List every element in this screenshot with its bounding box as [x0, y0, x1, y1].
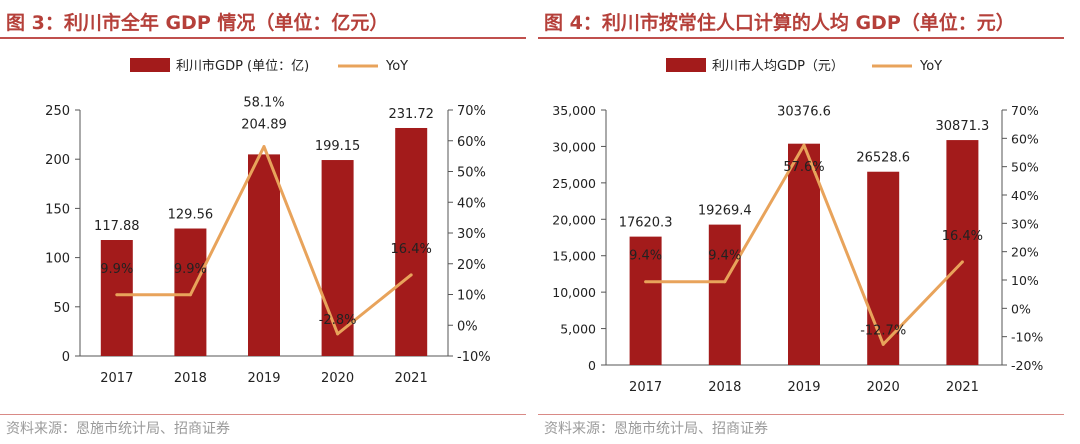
y-left-tick-label: 30,000 — [552, 139, 596, 154]
per-capita-gdp-chart: 利川市人均GDP（元） YoY 0 5,000 10,000 15,000 20,000 25… — [552, 58, 1043, 395]
yoy-value-label: 9.4% — [629, 249, 662, 264]
y-left-tick-label: 0 — [62, 350, 70, 365]
chart-panel-per-capita-gdp: 图 4：利川市按常住人口计算的人均 GDP（单位：元） 利川市人均GDP（元） Y… — [538, 0, 1066, 444]
bar — [321, 160, 354, 356]
bar — [629, 236, 662, 365]
bar-value-label: 117.88 — [94, 219, 140, 234]
y-right-tick-label: 60% — [457, 135, 486, 150]
yoy-value-label: 58.1% — [243, 96, 284, 111]
gdp-chart: 利川市GDP (单位：亿) YoY 0 50 100 150 200 250 -10% 0% 10%… — [45, 58, 491, 386]
y-right-tick-label: -10% — [457, 350, 491, 365]
yoy-point — [336, 332, 340, 336]
legend-bar-swatch — [130, 58, 170, 72]
y-left-tick-label: 10,000 — [552, 285, 596, 300]
y-right-tick-label: 10% — [1011, 273, 1039, 288]
bar — [946, 140, 979, 365]
x-tick-label: 2018 — [708, 380, 741, 395]
x-tick-label: 2019 — [247, 371, 280, 386]
yoy-value-label: 9.4% — [708, 249, 741, 264]
yoy-point — [960, 260, 964, 264]
y-right-tick-label: -10% — [1011, 330, 1043, 345]
y-right-tick-label: 20% — [457, 258, 486, 273]
y-right-tick-label: 50% — [457, 166, 486, 181]
title-rule — [0, 37, 526, 39]
x-tick-label: 2017 — [100, 371, 133, 386]
legend-line-label: YoY — [919, 59, 942, 74]
y-right-tick-label: 0% — [1011, 301, 1031, 316]
figure-title: 图 3：利川市全年 GDP 情况（单位：亿元） — [6, 12, 389, 34]
chart-panel-gdp: 图 3：利川市全年 GDP 情况（单位：亿元） 利川市GDP (单位：亿) YoY… — [0, 0, 528, 444]
yoy-value-label: -2.8% — [319, 313, 357, 328]
source-rule — [0, 414, 526, 415]
y-left-tick-label: 20,000 — [552, 212, 596, 227]
yoy-point — [409, 273, 413, 277]
yoy-point — [115, 293, 119, 297]
bar-value-label: 19269.4 — [698, 204, 752, 219]
y-right-tick-label: -20% — [1011, 358, 1043, 373]
x-tick-label: 2019 — [787, 380, 820, 395]
legend-bar-label: 利川市GDP (单位：亿) — [176, 58, 309, 74]
x-tick-label: 2017 — [629, 380, 662, 395]
y-right-tick-label: 40% — [1011, 188, 1039, 203]
legend-bar-swatch — [666, 58, 706, 72]
y-left-tick-label: 5,000 — [560, 322, 596, 337]
y-left-tick-label: 150 — [45, 202, 70, 217]
bar-value-label: 199.15 — [315, 139, 361, 154]
bar-value-label: 129.56 — [168, 208, 214, 223]
yoy-value-label: 16.4% — [391, 242, 432, 257]
legend-line-label: YoY — [385, 59, 408, 74]
yoy-point — [644, 280, 648, 284]
yoy-value-label: 57.6% — [783, 160, 824, 175]
bar-value-label: 30376.6 — [777, 105, 831, 120]
yoy-point — [262, 145, 266, 149]
y-left-tick-label: 25,000 — [552, 176, 596, 191]
y-right-tick-label: 50% — [1011, 160, 1039, 175]
y-right-tick-label: 70% — [1011, 103, 1039, 118]
x-tick-label: 2021 — [395, 371, 428, 386]
figure-title: 图 4：利川市按常住人口计算的人均 GDP（单位：元） — [544, 12, 1015, 34]
bar-value-label: 204.89 — [241, 117, 287, 132]
yoy-point — [723, 280, 727, 284]
yoy-value-label: -12.7% — [860, 323, 906, 338]
y-right-tick-label: 70% — [457, 104, 486, 119]
y-left-tick-label: 200 — [45, 153, 70, 168]
bar-value-label: 231.72 — [388, 107, 434, 122]
y-left-tick-label: 15,000 — [552, 249, 596, 264]
bar — [100, 240, 133, 356]
y-left-tick-label: 0 — [588, 358, 596, 373]
bar-value-label: 26528.6 — [856, 151, 910, 166]
source-note: 资料来源：恩施市统计局、招商证券 — [6, 421, 230, 437]
y-left-tick-label: 250 — [45, 104, 70, 119]
yoy-point — [881, 342, 885, 346]
yoy-point — [802, 143, 806, 147]
yoy-value-label: 16.4% — [942, 229, 983, 244]
source-rule — [538, 414, 1064, 415]
x-tick-label: 2020 — [867, 380, 900, 395]
y-right-tick-label: 20% — [1011, 245, 1039, 260]
yoy-value-label: 9.9% — [100, 262, 133, 277]
y-right-tick-label: 30% — [457, 227, 486, 242]
y-right-tick-label: 40% — [457, 196, 486, 211]
y-left-tick-label: 50 — [53, 301, 70, 316]
y-left-tick-label: 100 — [45, 252, 70, 267]
y-right-tick-label: 30% — [1011, 216, 1039, 231]
x-tick-label: 2018 — [174, 371, 207, 386]
title-rule — [538, 37, 1064, 39]
bar — [248, 154, 280, 356]
bar — [788, 143, 820, 365]
bar-value-label: 17620.3 — [619, 216, 673, 231]
x-tick-label: 2020 — [321, 371, 354, 386]
source-note: 资料来源：恩施市统计局、招商证券 — [544, 421, 768, 437]
yoy-value-label: 9.9% — [174, 262, 207, 277]
y-right-tick-label: 60% — [1011, 131, 1039, 146]
bar-value-label: 30871.3 — [936, 119, 990, 134]
legend-bar-label: 利川市人均GDP（元） — [712, 58, 844, 74]
y-right-tick-label: 10% — [457, 289, 486, 304]
y-right-tick-label: 0% — [457, 319, 478, 334]
yoy-point — [188, 293, 192, 297]
bar — [708, 224, 741, 365]
y-left-tick-label: 35,000 — [552, 103, 596, 118]
bar — [395, 127, 428, 356]
x-tick-label: 2021 — [946, 380, 979, 395]
